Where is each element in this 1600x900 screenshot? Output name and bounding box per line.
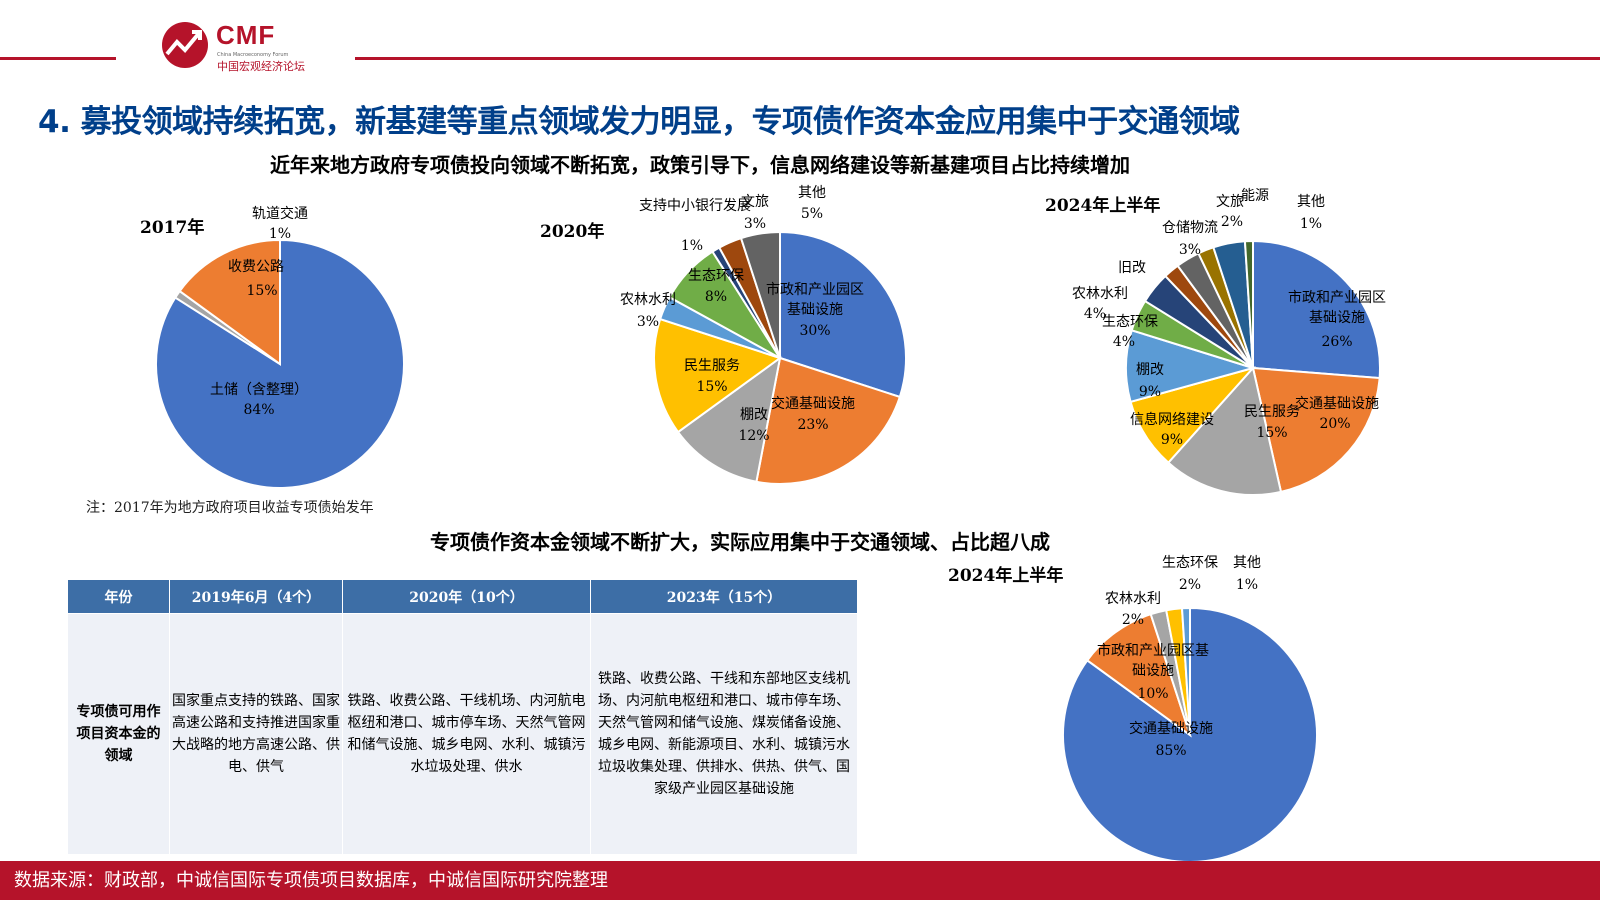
pie-value-3-2: 2% bbox=[1122, 612, 1144, 628]
pie-value-0-1: 1% bbox=[269, 226, 291, 242]
chart-note: 注：2017年为地方政府项目收益专项债始发年 bbox=[86, 500, 374, 516]
pie-label-3-2: 农林水利 bbox=[1105, 591, 1161, 607]
section1-heading: 近年来地方政府专项债投向领域不断拓宽，政策引导下，信息网络建设等新基建项目占比持… bbox=[270, 153, 1130, 177]
table-header-2020: 2020年（10个） bbox=[343, 580, 590, 613]
pie-value-0-0: 84% bbox=[243, 402, 274, 418]
section2-heading: 专项债作资本金领域不断扩大，实际应用集中于交通领域、占比超八成 bbox=[430, 530, 1050, 554]
pie-label-3-4: 其他 bbox=[1233, 555, 1261, 571]
header-rule-right bbox=[355, 57, 1600, 60]
cmf-logo: CMF China Macroeconomy Forum 中国宏观经济论坛 bbox=[160, 18, 330, 73]
pie-value-2-5: 4% bbox=[1113, 334, 1135, 350]
pie-value-1-8: 5% bbox=[801, 206, 823, 222]
pie-label-2-6: 农林水利 bbox=[1072, 286, 1128, 302]
pie-label-2-1: 交通基础设施 bbox=[1295, 395, 1379, 412]
pie-slice-1-0 bbox=[779, 230, 907, 399]
page-title: 4. 募投领域持续拓宽，新基建等重点领域发力明显，专项债作资本金应用集中于交通领… bbox=[38, 104, 1240, 140]
pie-value-2-6: 4% bbox=[1084, 306, 1106, 322]
logo-brand: CMF bbox=[216, 20, 276, 50]
pie-value-1-3: 15% bbox=[696, 379, 727, 395]
source-footer: 数据来源：财政部，中诚信国际专项债项目数据库，中诚信国际研究院整理 bbox=[0, 861, 1600, 900]
pie-label-0-0: 土储（含整理） bbox=[210, 382, 308, 398]
pie-slice-1-8 bbox=[739, 230, 781, 359]
pie-slice-2-1 bbox=[1251, 366, 1381, 494]
pie-label-1-7: 文旅 bbox=[741, 194, 769, 210]
pie-slice-2-2 bbox=[1166, 365, 1283, 496]
pie-value-1-5: 8% bbox=[705, 289, 727, 305]
pie-slice-2-11 bbox=[1243, 239, 1254, 369]
pie-slice-3-4 bbox=[1180, 606, 1191, 736]
pie-value-1-6: 1% bbox=[681, 238, 703, 254]
pie-value-2-11: 1% bbox=[1300, 216, 1322, 232]
pie-value-1-1: 23% bbox=[797, 417, 828, 433]
pie-value-1-2: 12% bbox=[738, 428, 769, 444]
chart-2024-title: 2024年上半年 bbox=[1045, 196, 1161, 216]
pie-label-1-0: 市政和产业园区基础设施 bbox=[766, 281, 864, 318]
pie-label-1-3: 民生服务 bbox=[684, 358, 740, 374]
table-cell-2019: 国家重点支持的铁路、国家高速公路和支持推进国家重大战略的地方高速公路、供电、供气 bbox=[170, 614, 342, 854]
pie-label-2-9: 文旅 bbox=[1216, 194, 1244, 210]
chart-2020-title: 2020年 bbox=[540, 222, 605, 242]
pie-label-2-8: 仓储物流 bbox=[1162, 220, 1218, 236]
pie-slice-1-1 bbox=[755, 356, 902, 485]
pie-slice-0-2 bbox=[178, 238, 281, 366]
logo-subtitle: China Macroeconomy Forum bbox=[217, 52, 289, 58]
pie-value-3-3: 2% bbox=[1179, 577, 1201, 593]
pie-value-2-2: 15% bbox=[1256, 425, 1287, 441]
pie-label-0-2: 收费公路 bbox=[228, 259, 284, 275]
chart-capital-title: 2024年上半年 bbox=[948, 566, 1064, 586]
table-row-header: 专项债可用作项目资本金的领域 bbox=[68, 614, 169, 854]
pie-value-2-3: 9% bbox=[1161, 432, 1183, 448]
table-cell-2020: 铁路、收费公路、干线机场、内河航电枢纽和港口、城市停车场、天然气管网和储气设施、… bbox=[343, 614, 590, 854]
pie-value-2-8: 3% bbox=[1179, 242, 1201, 258]
pie-label-1-1: 交通基础设施 bbox=[771, 395, 855, 412]
cmf-logo-icon bbox=[162, 22, 208, 68]
table-header-2023: 2023年（15个） bbox=[591, 580, 857, 613]
pie-label-3-1: 市政和产业园区基础设施 bbox=[1097, 642, 1209, 679]
pie-label-2-0: 市政和产业园区基础设施 bbox=[1288, 289, 1386, 326]
pie-label-2-2: 民生服务 bbox=[1244, 404, 1300, 420]
pie-chart-0: 土储（含整理） 84% 轨道交通 1% 收费公路 15% bbox=[155, 205, 405, 489]
pie-slice-3-1 bbox=[1085, 612, 1192, 738]
pie-slice-2-0 bbox=[1252, 239, 1381, 380]
pie-label-2-7: 旧改 bbox=[1118, 260, 1146, 276]
pie-label-2-5: 生态环保 bbox=[1102, 314, 1158, 330]
pie-label-1-5: 生态环保 bbox=[688, 268, 744, 284]
pie-value-3-0: 85% bbox=[1155, 743, 1186, 759]
chart-2017-title: 2017年 bbox=[140, 218, 205, 238]
table-cell-2023: 铁路、收费公路、干线和东部地区支线机场、内河航电枢纽和港口、城市停车场、天然气管… bbox=[591, 614, 857, 854]
pie-value-2-0: 26% bbox=[1321, 334, 1352, 350]
pie-value-0-2: 15% bbox=[246, 283, 277, 299]
pie-label-1-2: 棚改 bbox=[740, 407, 768, 423]
pie-slice-1-2 bbox=[676, 355, 782, 483]
pie-label-1-6: 支持中小银行发展 bbox=[639, 198, 751, 214]
pie-label-3-3: 生态环保 bbox=[1162, 555, 1218, 571]
pie-chart-1: 市政和产业园区基础设施 30% 交通基础设施 23% 棚改 12% 民生服务 15% 农林水利 3… bbox=[620, 185, 907, 485]
logo-cn-name: 中国宏观经济论坛 bbox=[217, 60, 305, 73]
table-header-2019: 2019年6月（4个） bbox=[170, 580, 342, 613]
pie-value-2-1: 20% bbox=[1319, 416, 1350, 432]
header-rule-left bbox=[0, 57, 116, 60]
pie-label-2-10: 能源 bbox=[1241, 188, 1269, 204]
pie-chart-2: 市政和产业园区基础设施 26% 交通基础设施 20% 民生服务 15% 信息网络建设 9% 棚改… bbox=[1072, 188, 1386, 496]
pie-chart-3: 交通基础设施 85% 市政和产业园区基础设施 10% 农林水利 2% 生态环保 2% 其他 1% bbox=[1062, 555, 1318, 863]
pie-value-3-1: 10% bbox=[1137, 686, 1168, 702]
capital-domain-table: 年份 2019年6月（4个） 2020年（10个） 2023年（15个） 专项债… bbox=[68, 580, 857, 854]
pie-value-1-4: 3% bbox=[637, 314, 659, 330]
pie-label-3-0: 交通基础设施 bbox=[1129, 720, 1213, 737]
pie-value-1-7: 3% bbox=[744, 216, 766, 232]
pie-label-1-8: 其他 bbox=[798, 185, 826, 201]
pie-value-2-9: 2% bbox=[1221, 214, 1243, 230]
pie-value-2-4: 9% bbox=[1139, 384, 1161, 400]
pie-slice-1-3 bbox=[653, 317, 783, 434]
pie-label-1-4: 农林水利 bbox=[620, 292, 676, 308]
pie-label-2-4: 棚改 bbox=[1136, 362, 1164, 378]
pie-label-2-11: 其他 bbox=[1297, 194, 1325, 210]
pie-label-0-1: 轨道交通 bbox=[252, 205, 308, 222]
table-header-year: 年份 bbox=[68, 580, 169, 613]
pie-value-1-0: 30% bbox=[799, 323, 830, 339]
source-text: 数据来源：财政部，中诚信国际专项债项目数据库，中诚信国际研究院整理 bbox=[14, 870, 608, 891]
pie-value-3-4: 1% bbox=[1236, 577, 1258, 593]
pie-label-2-3: 信息网络建设 bbox=[1130, 411, 1214, 428]
